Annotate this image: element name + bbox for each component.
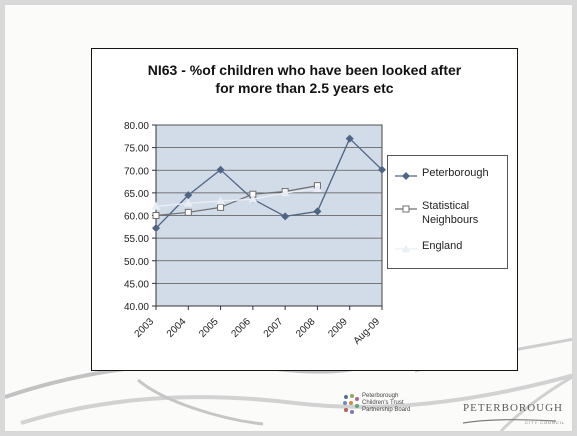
- plot-area: 80.00 75.00 70.00 65.00 60.00 55.00 50.00 45.00…: [124, 121, 386, 347]
- statistical-neighbours-point: [152, 212, 160, 219]
- peterborough-point: [313, 207, 322, 216]
- footer-logos: Peterborough Children's Trust Partnershi…: [342, 389, 568, 429]
- peterborough-point: [152, 224, 160, 233]
- y-tick-label: 60.00: [124, 212, 149, 223]
- peterborough-council-logo-text: PETERBOROUGH: [463, 402, 564, 414]
- statistical-neighbours-point: [184, 208, 192, 216]
- x-tick-label: 2006: [229, 316, 253, 340]
- x-tick-label: Aug-09: [352, 316, 383, 347]
- y-tick-label: 45.00: [124, 279, 149, 290]
- england-point: [216, 196, 226, 205]
- peterborough-council-logo-swoosh-icon: [462, 419, 557, 424]
- y-tick-label: 55.00: [124, 234, 149, 245]
- statistical-neighbours-legend-marker-icon: [395, 205, 417, 213]
- line-chart: 80.00 75.00 70.00 65.00 60.00 55.00 50.00 45.00…: [124, 121, 386, 347]
- legend-item-peterborough: Peterborough: [394, 166, 506, 186]
- legend: Peterborough Statistical Neighbours Engl…: [387, 155, 508, 269]
- x-tick-label: 2007: [262, 316, 286, 340]
- y-tick-label: 40.00: [124, 302, 149, 313]
- y-tick-label: 70.00: [124, 166, 149, 177]
- statistical-neighbours-point: [217, 203, 225, 211]
- peterborough-council-subtext: CITY COUNCIL: [525, 420, 566, 425]
- england-legend-marker-icon: [395, 244, 417, 253]
- legend-label-peterborough: Peterborough: [422, 167, 489, 179]
- england-point: [248, 194, 258, 203]
- y-tick-label: 65.00: [124, 189, 149, 200]
- peterborough-point: [345, 134, 354, 143]
- x-tick-label: 2003: [133, 316, 157, 340]
- childrens-trust-logo-text: Peterborough Children's Trust Partnershi…: [362, 393, 411, 413]
- peterborough-point: [216, 165, 225, 174]
- legend-label-england: England: [422, 240, 463, 252]
- england-point: [183, 198, 193, 207]
- england-point: [312, 184, 322, 193]
- x-tick-label: 2004: [165, 316, 189, 340]
- england-point: [280, 188, 290, 197]
- y-tick-label: 50.00: [124, 257, 149, 268]
- peterborough-point: [281, 212, 290, 221]
- peterborough-legend-marker-icon: [395, 172, 417, 180]
- legend-label-statistical-neighbours: Statistical Neighbours: [422, 200, 479, 226]
- y-tick-label: 75.00: [124, 144, 149, 155]
- y-tick-label: 80.00: [124, 121, 149, 132]
- peterborough-point: [184, 191, 193, 200]
- chart-title: NI63 - %of children who have been looked…: [147, 62, 462, 96]
- legend-item-statistical-neighbours: Statistical Neighbours: [394, 199, 506, 226]
- childrens-trust-logo-icon: [343, 394, 359, 414]
- slide: NI63 - %of children who have been looked…: [4, 4, 573, 432]
- england-point: [151, 201, 161, 210]
- peterborough-line: [155, 137, 383, 229]
- legend-item-england: England: [394, 239, 506, 259]
- x-tick-label: 2005: [197, 316, 221, 340]
- england-line: [155, 188, 318, 208]
- peterborough-point: [378, 165, 386, 174]
- x-tick-label: 2009: [326, 316, 350, 340]
- x-tick-label: 2008: [294, 316, 318, 340]
- chart-frame: NI63 - %of children who have been looked…: [91, 48, 518, 371]
